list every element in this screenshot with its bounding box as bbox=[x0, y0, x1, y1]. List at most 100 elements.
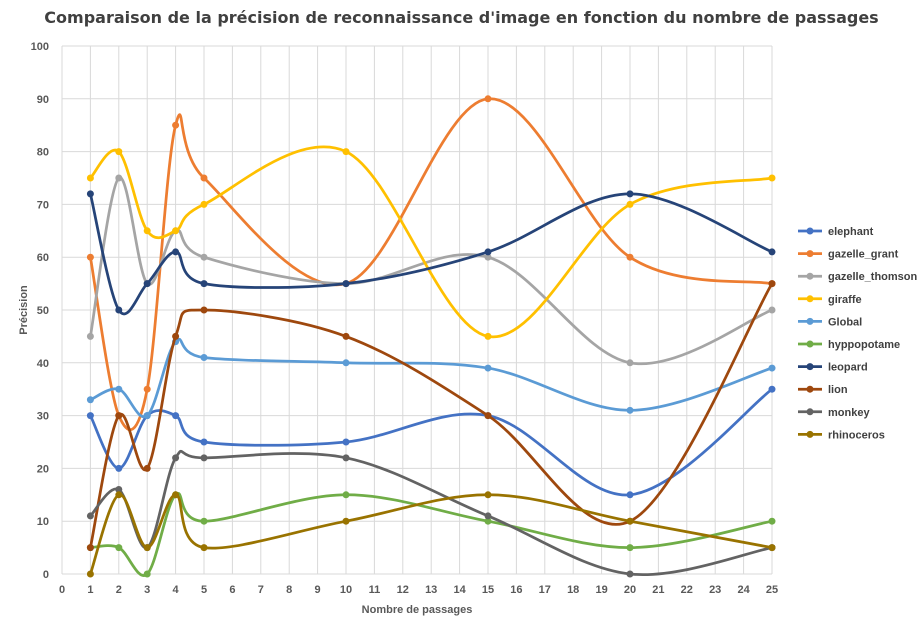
x-tick-label: 15 bbox=[482, 584, 494, 596]
data-point bbox=[143, 544, 151, 552]
data-point bbox=[484, 491, 492, 499]
data-point bbox=[342, 280, 350, 288]
data-point bbox=[172, 227, 180, 235]
data-point bbox=[200, 280, 208, 288]
legend-marker bbox=[806, 385, 814, 393]
legend-item: leopard bbox=[798, 362, 868, 374]
legend-marker bbox=[806, 408, 814, 416]
x-tick-label: 8 bbox=[286, 584, 292, 596]
data-point bbox=[115, 148, 123, 156]
data-point bbox=[342, 517, 350, 525]
data-point bbox=[484, 248, 492, 256]
x-tick-label: 7 bbox=[258, 584, 264, 596]
data-point bbox=[342, 491, 350, 499]
data-point bbox=[200, 253, 208, 261]
legend-label: elephant bbox=[828, 226, 874, 238]
data-point bbox=[768, 544, 776, 552]
data-point bbox=[484, 95, 492, 103]
y-tick-label: 30 bbox=[37, 411, 49, 423]
data-point bbox=[484, 412, 492, 420]
series-line bbox=[89, 97, 773, 432]
legend-item: hyppopotame bbox=[798, 339, 900, 351]
legend-item: elephant bbox=[798, 226, 874, 238]
data-point bbox=[172, 491, 180, 499]
data-point bbox=[626, 570, 634, 578]
y-tick-label: 80 bbox=[37, 147, 49, 159]
x-tick-label: 0 bbox=[59, 584, 65, 596]
legend-marker bbox=[806, 250, 814, 258]
legend-label: gazelle_thomson bbox=[828, 271, 918, 283]
data-point bbox=[86, 512, 94, 520]
data-point bbox=[86, 174, 94, 182]
x-tick-label: 2 bbox=[116, 584, 122, 596]
data-point bbox=[200, 454, 208, 462]
data-point bbox=[626, 406, 634, 414]
series-line bbox=[89, 176, 773, 366]
legend: elephant gazelle_grant gazelle_thomsongira… bbox=[798, 226, 918, 441]
data-point bbox=[342, 454, 350, 462]
data-point bbox=[626, 359, 634, 367]
data-point bbox=[342, 148, 350, 156]
data-point bbox=[768, 364, 776, 372]
data-point bbox=[143, 227, 151, 235]
data-point bbox=[626, 544, 634, 552]
data-point bbox=[115, 385, 123, 393]
data-point bbox=[86, 412, 94, 420]
legend-item: lion bbox=[798, 384, 848, 396]
data-point bbox=[200, 517, 208, 525]
legend-item: Global bbox=[798, 316, 862, 328]
data-point bbox=[200, 544, 208, 552]
data-point bbox=[172, 454, 180, 462]
data-point bbox=[626, 200, 634, 208]
legend-label: gazelle_grant bbox=[828, 249, 899, 261]
data-point bbox=[86, 544, 94, 552]
x-tick-label: 5 bbox=[201, 584, 207, 596]
x-tick-label: 1 bbox=[87, 584, 93, 596]
grid bbox=[61, 45, 773, 575]
y-tick-label: 90 bbox=[37, 94, 49, 106]
data-point bbox=[115, 306, 123, 314]
series-line bbox=[89, 493, 773, 575]
x-tick-label: 3 bbox=[144, 584, 150, 596]
x-tick-label: 13 bbox=[425, 584, 437, 596]
data-point bbox=[342, 332, 350, 340]
data-point bbox=[626, 190, 634, 198]
legend-marker bbox=[806, 317, 814, 325]
data-point bbox=[626, 491, 634, 499]
series-line bbox=[89, 337, 773, 419]
x-tick-label: 17 bbox=[539, 584, 551, 596]
data-point bbox=[115, 544, 123, 552]
data-point bbox=[86, 396, 94, 404]
data-point bbox=[172, 248, 180, 256]
data-point bbox=[768, 280, 776, 288]
data-point bbox=[484, 364, 492, 372]
legend-item: gazelle_thomson bbox=[798, 271, 918, 283]
data-point bbox=[143, 412, 151, 420]
data-point bbox=[484, 253, 492, 261]
data-point bbox=[200, 200, 208, 208]
x-tick-label: 21 bbox=[652, 584, 664, 596]
x-tick-label: 24 bbox=[737, 584, 750, 596]
data-point bbox=[768, 306, 776, 314]
legend-label: monkey bbox=[828, 407, 870, 419]
legend-marker bbox=[806, 272, 814, 280]
data-point bbox=[115, 486, 123, 494]
data-point bbox=[626, 517, 634, 525]
legend-marker bbox=[806, 227, 814, 235]
data-point bbox=[86, 332, 94, 340]
x-tick-label: 14 bbox=[453, 584, 466, 596]
legend-label: lion bbox=[828, 384, 848, 396]
data-point bbox=[143, 385, 151, 393]
x-tick-label: 12 bbox=[397, 584, 409, 596]
data-point bbox=[200, 438, 208, 446]
series-hyppopotame bbox=[86, 491, 776, 578]
y-axis-label: Précision bbox=[18, 285, 30, 335]
data-point bbox=[768, 385, 776, 393]
legend-marker bbox=[806, 340, 814, 348]
series-rhinoceros bbox=[86, 491, 776, 578]
data-point bbox=[115, 412, 123, 420]
legend-item: giraffe bbox=[798, 294, 862, 306]
x-tick-label: 4 bbox=[173, 584, 180, 596]
data-point bbox=[115, 491, 123, 499]
